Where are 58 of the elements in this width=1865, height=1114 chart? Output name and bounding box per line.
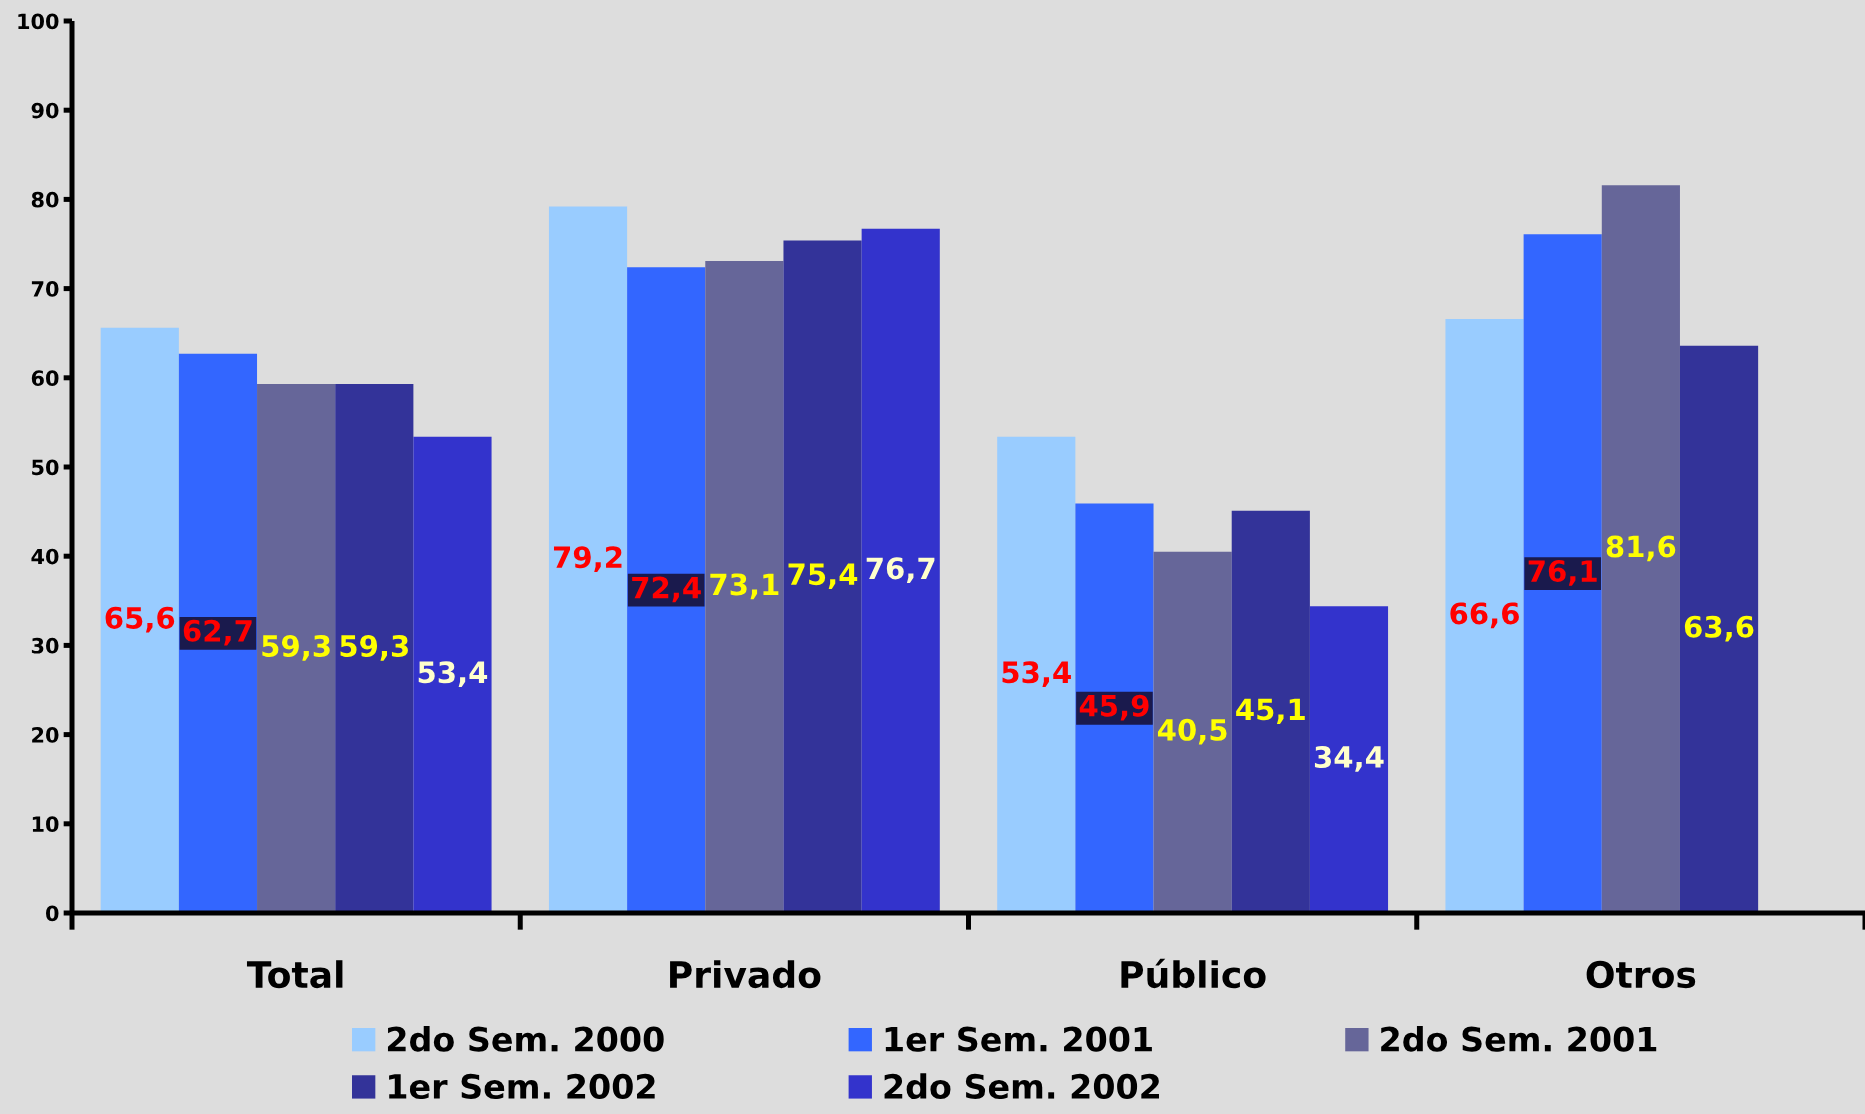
data-label: 59,3 <box>262 634 330 661</box>
data-label: 59,3 <box>340 634 408 661</box>
legend-label: 2do Sem. 2000 <box>387 1026 664 1052</box>
data-label: 63,6 <box>1684 615 1754 642</box>
x-tick-label: Privado <box>670 960 821 989</box>
y-tick-label: 50 <box>32 459 59 476</box>
y-tick-label: 0 <box>46 905 59 922</box>
legend-label: 1er Sem. 2002 <box>389 1073 655 1100</box>
y-tick-label: 40 <box>31 548 59 565</box>
y-tick-label: 90 <box>31 102 59 119</box>
y-tick-label: 20 <box>32 727 59 743</box>
y-tick-label: 30 <box>31 637 59 654</box>
data-label: 79,2 <box>554 546 622 572</box>
data-label: 34,4 <box>1314 745 1384 772</box>
data-label: 62,7 <box>183 619 252 646</box>
data-label: 65,6 <box>105 606 175 633</box>
bar <box>1231 510 1310 913</box>
bar <box>1153 551 1232 913</box>
data-label: 72,4 <box>632 576 701 603</box>
bar <box>548 206 628 913</box>
x-tick-label: Total <box>246 960 343 989</box>
data-label: 40,5 <box>1157 718 1227 745</box>
bar <box>100 327 179 913</box>
bar <box>1445 318 1524 913</box>
bar <box>1523 234 1602 913</box>
bar <box>335 384 414 913</box>
data-label: 53,4 <box>418 661 488 688</box>
bar <box>861 228 940 913</box>
data-label: 73,1 <box>710 573 779 600</box>
bar <box>1075 503 1154 913</box>
legend-label: 2do Sem. 2002 <box>884 1073 1159 1100</box>
bar <box>627 267 706 913</box>
data-label: 76,1 <box>1528 560 1597 586</box>
bar <box>257 384 336 913</box>
legend-label: 2do Sem. 2001 <box>1381 1026 1657 1052</box>
bar <box>997 436 1076 913</box>
data-label: 76,7 <box>866 557 935 584</box>
y-tick-label: 60 <box>31 370 59 387</box>
y-tick-label: 10 <box>32 816 59 833</box>
legend-label: 1er Sem. 2001 <box>885 1026 1152 1052</box>
data-label: 81,6 <box>1606 535 1676 562</box>
bar <box>783 240 862 913</box>
data-label: 45,9 <box>1079 694 1149 721</box>
y-tick-label: 80 <box>31 191 59 208</box>
bar <box>1679 345 1759 913</box>
bar <box>1309 606 1389 913</box>
y-tick-label: 70 <box>31 281 59 297</box>
data-label: 45,1 <box>1236 698 1305 725</box>
bar <box>178 353 258 913</box>
data-label: 75,4 <box>788 563 858 589</box>
bar <box>413 436 492 913</box>
data-label: 66,6 <box>1450 602 1519 629</box>
x-tick-label: Otros <box>1586 960 1696 989</box>
data-label: 53,4 <box>1002 661 1071 688</box>
bar <box>705 260 784 913</box>
x-tick-label: Público <box>1121 958 1266 989</box>
bar <box>1601 185 1680 913</box>
y-tick-label: 100 <box>18 13 59 30</box>
